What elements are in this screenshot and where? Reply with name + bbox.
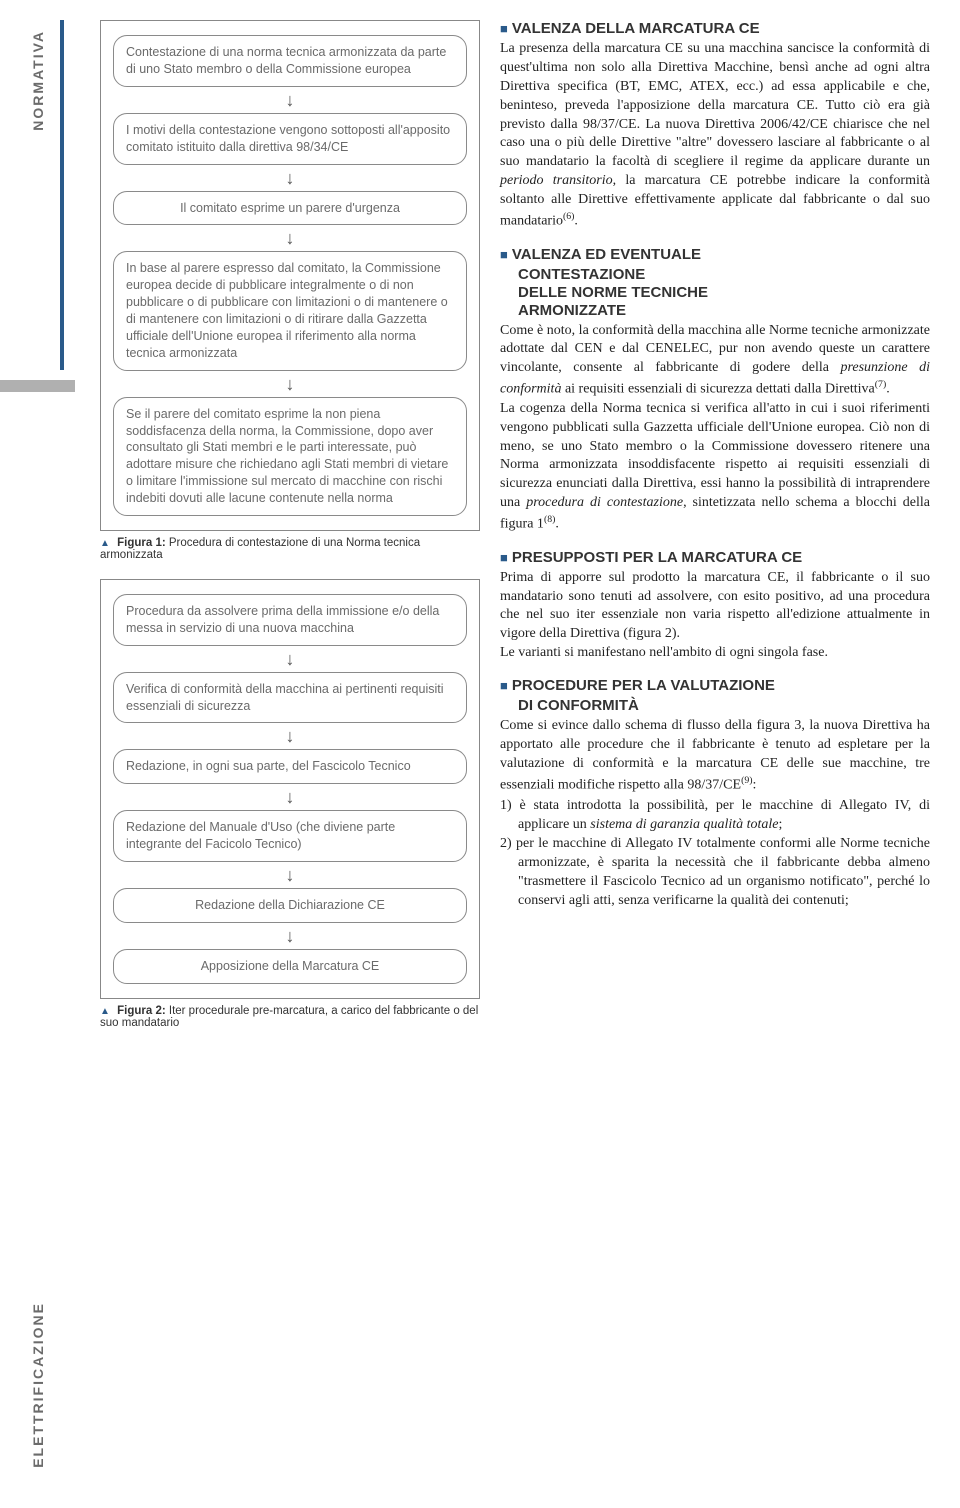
square-icon: ■ xyxy=(500,550,508,565)
s3-title: PRESUPPOSTI PER LA MARCATURA CE xyxy=(512,549,802,566)
fig2-box-2: Verifica di conformità della macchina ai… xyxy=(113,672,467,724)
s1-title: VALENZA DELLA MARCATURA CE xyxy=(512,20,760,37)
figure2-caption: ▲ Figura 2: Iter procedurale pre-marcatu… xyxy=(100,1005,480,1029)
sidebar-label-top: NORMATIVA xyxy=(30,30,46,131)
s4-title: PROCEDURE PER LA VALUTAZIONE xyxy=(512,677,775,694)
triangle-icon: ▲ xyxy=(100,1006,110,1017)
blue-stripe xyxy=(60,20,64,370)
fig2-box-5: Redazione della Dichiarazione CE xyxy=(113,888,467,923)
section1-heading: ■ VALENZA DELLA MARCATURA CE xyxy=(500,20,930,38)
arrow-icon: ↓ xyxy=(113,788,467,806)
section2-body1: Come è noto, la conformità della macchin… xyxy=(500,322,930,535)
fig1-box-3: Il comitato esprime un parere d'urgenza xyxy=(113,191,467,226)
arrow-icon: ↓ xyxy=(113,169,467,187)
s2-sub1: CONTESTAZIONE xyxy=(518,266,930,284)
fig2-caption-label: Figura 2: xyxy=(117,1005,166,1017)
section3-body: Prima di apporre sul prodotto la marcatu… xyxy=(500,569,930,663)
figure2-frame: Procedura da assolvere prima della immis… xyxy=(100,579,480,999)
section2-heading: ■ VALENZA ED EVENTUALE xyxy=(500,246,930,264)
s4-item2: 2) per le macchine di Allegato IV totalm… xyxy=(500,835,930,911)
figure1-frame: Contestazione di una norma tecnica armon… xyxy=(100,20,480,531)
arrow-icon: ↓ xyxy=(113,650,467,668)
square-icon: ■ xyxy=(500,21,508,36)
s4-item1: 1) è stata introdotta la possibilità, pe… xyxy=(500,797,930,835)
section3-heading: ■ PRESUPPOSTI PER LA MARCATURA CE xyxy=(500,549,930,567)
fig2-box-6: Apposizione della Marcatura CE xyxy=(113,949,467,984)
square-icon: ■ xyxy=(500,678,508,693)
s4-sub: DI CONFORMITÀ xyxy=(518,697,930,715)
arrow-icon: ↓ xyxy=(113,727,467,745)
left-column: Contestazione di una norma tecnica armon… xyxy=(100,20,480,1047)
s2-sub3: ARMONIZZATE xyxy=(518,302,930,320)
fig2-box-3: Redazione, in ogni sua parte, del Fascic… xyxy=(113,749,467,784)
section4-body: Come si evince dallo schema di flusso de… xyxy=(500,717,930,795)
arrow-icon: ↓ xyxy=(113,927,467,945)
fig2-box-4: Redazione del Manuale d'Uso (che diviene… xyxy=(113,810,467,862)
fig1-box-1: Contestazione di una norma tecnica armon… xyxy=(113,35,467,87)
section1-body: La presenza della marcatura CE su una ma… xyxy=(500,40,930,232)
right-column: ■ VALENZA DELLA MARCATURA CE La presenza … xyxy=(500,20,930,911)
arrow-icon: ↓ xyxy=(113,866,467,884)
fig1-box-5: Se il parere del comitato esprime la non… xyxy=(113,397,467,516)
arrow-icon: ↓ xyxy=(113,229,467,247)
s2-title: VALENZA ED EVENTUALE xyxy=(512,246,701,263)
fig1-box-2: I motivi della contestazione vengono sot… xyxy=(113,113,467,165)
gray-tab xyxy=(0,380,75,392)
fig1-box-4: In base al parere espresso dal comitato,… xyxy=(113,251,467,370)
section4-heading: ■ PROCEDURE PER LA VALUTAZIONE xyxy=(500,677,930,695)
square-icon: ■ xyxy=(500,247,508,262)
arrow-icon: ↓ xyxy=(113,375,467,393)
triangle-icon: ▲ xyxy=(100,538,110,549)
figure1-caption: ▲ Figura 1: Procedura di contestazione d… xyxy=(100,537,480,561)
arrow-icon: ↓ xyxy=(113,91,467,109)
s2-sub2: DELLE NORME TECNICHE xyxy=(518,284,930,302)
fig1-caption-label: Figura 1: xyxy=(117,537,166,549)
fig2-box-1: Procedura da assolvere prima della immis… xyxy=(113,594,467,646)
sidebar-label-bottom: ELETTRIFICAZIONE xyxy=(30,1302,46,1468)
